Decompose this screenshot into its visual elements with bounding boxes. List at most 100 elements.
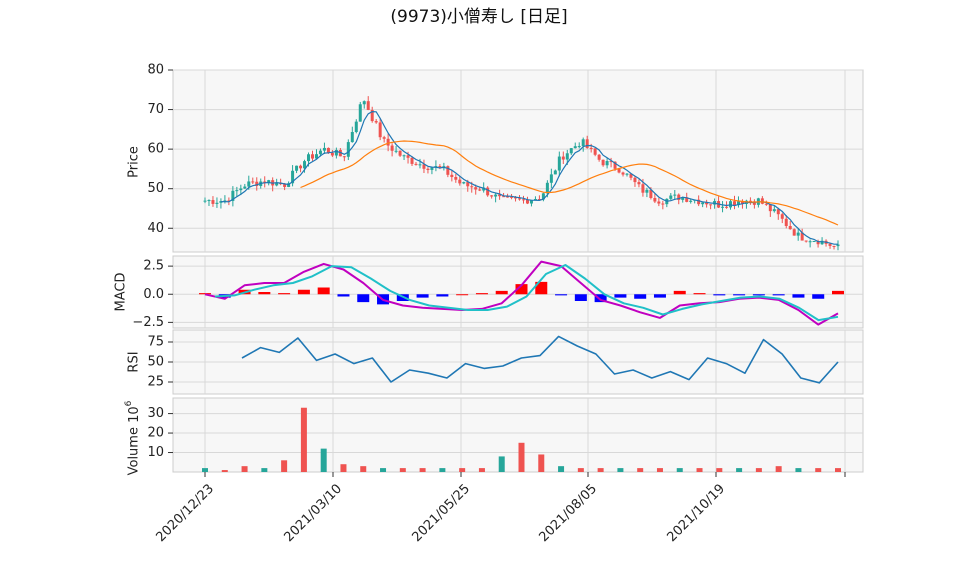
volume-bar bbox=[419, 468, 426, 472]
candle-body bbox=[721, 206, 725, 208]
candle-body bbox=[585, 139, 589, 148]
volume-bar bbox=[815, 468, 822, 472]
candle-body bbox=[685, 197, 689, 202]
candle-body bbox=[251, 181, 255, 183]
macd-histogram-bar bbox=[495, 290, 508, 295]
macd-histogram-bar bbox=[297, 289, 310, 295]
volume-bar bbox=[775, 466, 782, 472]
volume-ytick-label: 20 bbox=[147, 426, 164, 441]
volume-bar bbox=[518, 442, 525, 472]
rsi-ytick-label: 25 bbox=[147, 375, 164, 390]
candle-body bbox=[836, 244, 840, 247]
candle-body bbox=[227, 200, 231, 202]
candle-body bbox=[247, 181, 251, 187]
volume-bar bbox=[755, 468, 762, 472]
price-axis-label: Price bbox=[127, 146, 142, 178]
candle-body bbox=[418, 164, 422, 166]
candle-body bbox=[390, 145, 394, 151]
candle-body bbox=[732, 201, 736, 206]
candle-body bbox=[736, 201, 740, 206]
candle-body bbox=[426, 168, 430, 170]
candle-body bbox=[553, 170, 557, 175]
price-ytick-label: 80 bbox=[147, 63, 164, 78]
candle-body bbox=[378, 122, 382, 138]
candle-body bbox=[283, 184, 287, 187]
candle-body bbox=[681, 197, 685, 200]
candle-body bbox=[326, 147, 330, 153]
volume-bar bbox=[241, 466, 248, 472]
candle-body bbox=[804, 240, 808, 242]
volume-bar bbox=[577, 468, 584, 472]
candle-body bbox=[577, 146, 581, 148]
volume-bar bbox=[538, 454, 545, 472]
candle-body bbox=[314, 154, 318, 159]
candle-body bbox=[581, 139, 585, 147]
candle-body bbox=[816, 241, 820, 245]
candle-body bbox=[521, 199, 525, 201]
macd-histogram-bar bbox=[456, 294, 469, 296]
candle-body bbox=[597, 154, 601, 160]
candle-body bbox=[267, 180, 271, 184]
candle-body bbox=[450, 174, 454, 178]
candle-body bbox=[525, 199, 529, 204]
candle-body bbox=[330, 152, 334, 156]
candle-body bbox=[275, 182, 279, 186]
candle-body bbox=[231, 190, 235, 201]
candle-body bbox=[462, 182, 466, 184]
candle-body bbox=[406, 155, 410, 158]
candle-body bbox=[342, 156, 346, 158]
volume-bar bbox=[340, 464, 347, 472]
volume-bar bbox=[261, 468, 268, 472]
candle-body bbox=[573, 146, 577, 149]
candle-body bbox=[617, 168, 621, 173]
candle-body bbox=[287, 183, 291, 187]
macd-axis-label: MACD bbox=[114, 273, 129, 312]
candle-body bbox=[454, 177, 458, 180]
candle-body bbox=[621, 172, 625, 175]
volume-bar bbox=[736, 468, 743, 472]
candle-body bbox=[358, 104, 362, 122]
volume-exponent-power: 6 bbox=[124, 400, 134, 406]
macd-histogram-bar bbox=[337, 294, 350, 297]
candle-body bbox=[398, 150, 402, 156]
candle-body bbox=[637, 182, 641, 185]
volume-ytick-label: 30 bbox=[147, 406, 164, 421]
candle-body bbox=[808, 241, 812, 243]
candle-body bbox=[458, 179, 462, 184]
candle-body bbox=[486, 187, 490, 196]
volume-bar bbox=[696, 468, 703, 472]
candle-body bbox=[657, 201, 661, 204]
candle-body bbox=[510, 196, 514, 198]
candle-body bbox=[310, 154, 314, 159]
candle-body bbox=[207, 200, 211, 202]
candle-body bbox=[780, 214, 784, 219]
candle-body bbox=[366, 101, 370, 110]
volume-bar bbox=[202, 468, 208, 472]
macd-histogram-bar bbox=[515, 284, 528, 295]
candle-body bbox=[784, 218, 788, 227]
candle-body bbox=[796, 232, 800, 236]
candle-body bbox=[828, 243, 832, 246]
candle-body bbox=[549, 174, 553, 183]
candle-body bbox=[629, 173, 633, 178]
volume-bar bbox=[360, 466, 367, 472]
candle-body bbox=[354, 121, 358, 133]
macd-histogram-bar bbox=[693, 293, 706, 295]
volume-exponent-base: 10 bbox=[127, 406, 142, 427]
volume-bar bbox=[478, 468, 485, 472]
xtick-label: 2021/03/10 bbox=[281, 481, 345, 545]
volume-bar bbox=[498, 456, 505, 472]
candle-body bbox=[478, 189, 482, 191]
candle-body bbox=[545, 182, 549, 194]
candle-body bbox=[709, 204, 713, 206]
candle-body bbox=[569, 148, 573, 154]
candle-body bbox=[740, 201, 744, 204]
candle-body bbox=[203, 200, 207, 202]
volume-bar bbox=[300, 407, 307, 472]
macd-histogram-bar bbox=[416, 294, 429, 298]
candle-body bbox=[689, 200, 693, 202]
volume-bar bbox=[597, 468, 604, 472]
candle-body bbox=[776, 209, 780, 215]
candle-body bbox=[490, 195, 494, 197]
